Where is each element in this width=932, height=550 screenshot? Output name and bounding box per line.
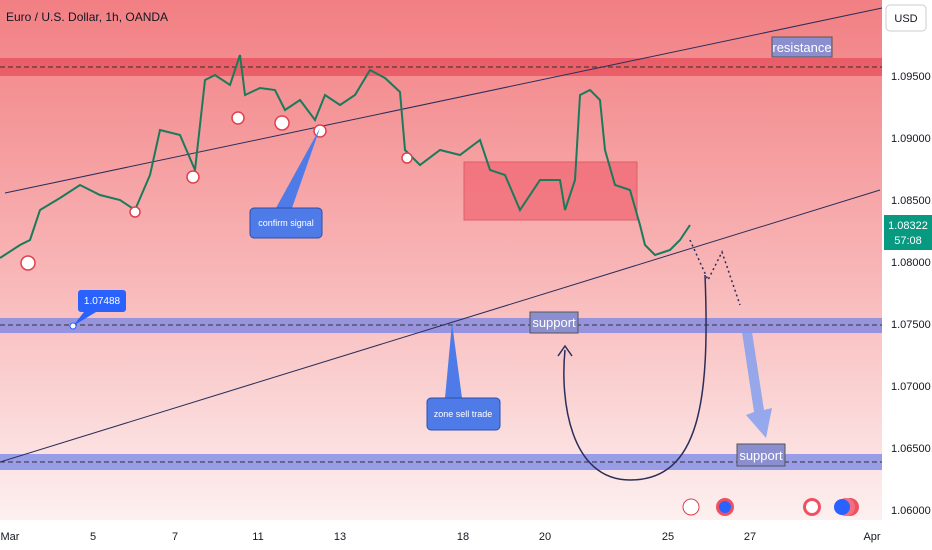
price-axis-bg	[882, 0, 932, 550]
projection	[689, 239, 741, 306]
time-label: 5	[90, 531, 96, 543]
time-label: 7	[172, 531, 178, 543]
label-box	[736, 443, 786, 467]
time-label: 11	[252, 531, 263, 543]
price-label: 1.09500	[891, 71, 931, 83]
callout	[426, 397, 501, 431]
callout-text: confirm signal	[258, 218, 314, 228]
callout	[249, 207, 323, 239]
price-label: 1.06500	[891, 443, 931, 455]
price-value: 1.08322	[888, 220, 928, 232]
time-label: 25	[662, 531, 674, 543]
price-label: 1.08500	[891, 195, 931, 207]
event-icons	[682, 498, 859, 516]
anchor	[69, 322, 77, 330]
chart-background	[0, 0, 882, 520]
time-label: Mar	[1, 531, 20, 543]
down-arrow	[742, 332, 772, 438]
price-label: 1.06000	[891, 505, 931, 517]
callout-text: zone sell trade	[434, 409, 493, 419]
currency-button[interactable]	[885, 4, 927, 32]
time-label: Apr	[863, 531, 880, 543]
callout-pointer	[73, 312, 96, 326]
time-label: 20	[539, 531, 551, 543]
time-label: 13	[334, 531, 346, 543]
label-box	[771, 36, 833, 58]
trend-line	[4, 7, 883, 194]
trend-line	[0, 189, 881, 463]
curve-arrow	[563, 274, 707, 481]
callout-pointer	[276, 128, 320, 208]
label: support	[739, 448, 783, 463]
price-label: 1.09000	[891, 133, 931, 145]
countdown: 57:08	[894, 235, 922, 247]
price-label: 1.07000	[891, 381, 931, 393]
price-label: 1.08000	[891, 257, 931, 269]
price-label: 1.07500	[891, 319, 931, 331]
time-axis-bg	[0, 520, 882, 550]
symbol-title: Euro / U.S. Dollar, 1h, OANDA	[6, 10, 168, 24]
arrow-head	[557, 344, 573, 357]
callout-pointer	[445, 323, 462, 398]
label: support	[532, 315, 576, 330]
callout-text: 1.07488	[84, 296, 121, 307]
currency-label[interactable]: USD	[894, 13, 917, 25]
low-markers	[20, 111, 413, 271]
label: resistance	[772, 40, 831, 55]
time-label: 18	[457, 531, 469, 543]
time-label: 27	[744, 531, 756, 543]
price-callout	[78, 290, 126, 312]
price-path	[0, 54, 691, 259]
price-badge	[884, 215, 932, 250]
label-box	[529, 311, 579, 334]
